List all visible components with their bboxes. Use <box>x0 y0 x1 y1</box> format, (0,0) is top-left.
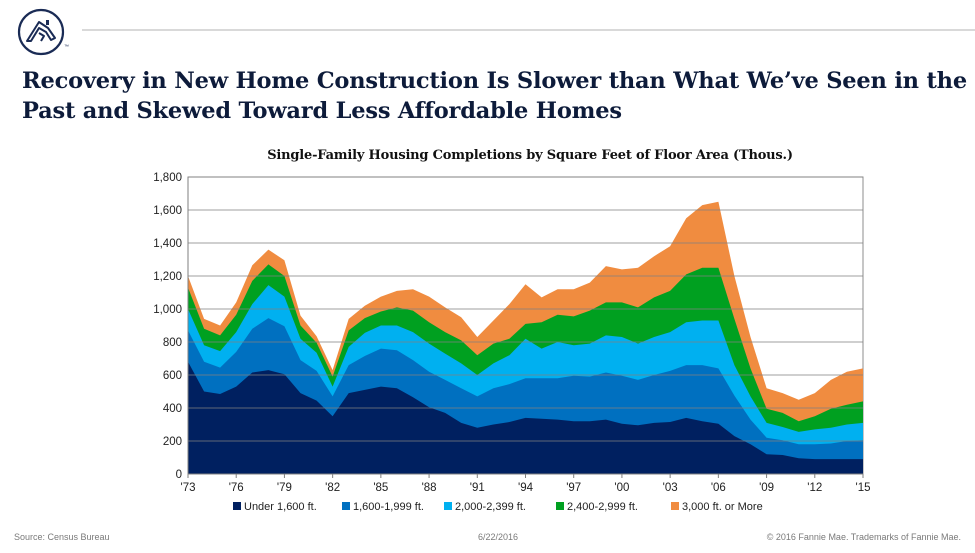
y-tick-label-5: 1,000 <box>153 304 182 316</box>
house-icon <box>26 20 56 42</box>
x-tick-label-8: '97 <box>566 482 581 494</box>
x-tick-label-11: '06 <box>711 482 726 494</box>
legend-swatch-1 <box>342 502 350 510</box>
y-tick-label-4: 800 <box>163 337 182 349</box>
slide-title: Recovery in New Home Construction Is Slo… <box>22 68 967 124</box>
legend-swatch-2 <box>444 502 452 510</box>
legend-swatch-0 <box>233 502 241 510</box>
y-tick-label-3: 600 <box>163 370 182 382</box>
footer-source: Source: Census Bureau <box>14 532 110 542</box>
y-tick-label-0: 0 <box>176 469 182 481</box>
legend-label-4: 3,000 ft. or More <box>682 501 763 513</box>
footer-copyright: © 2016 Fannie Mae. Trademarks of Fannie … <box>766 532 961 542</box>
y-tick-label-8: 1,600 <box>153 205 182 217</box>
footer-date: 6/22/2016 <box>478 532 519 542</box>
x-tick-label-2: '79 <box>277 482 292 494</box>
x-tick-label-6: '91 <box>470 482 485 494</box>
x-tick-label-13: '12 <box>807 482 822 494</box>
x-tick-label-4: '85 <box>373 482 388 494</box>
legend-swatch-3 <box>556 502 564 510</box>
y-tick-label-9: 1,800 <box>153 172 182 184</box>
legend-label-1: 1,600-1,999 ft. <box>353 501 424 513</box>
fannie-mae-logo <box>17 8 65 56</box>
trademark-mark: ™ <box>64 44 69 50</box>
y-tick-label-1: 200 <box>163 436 182 448</box>
x-tick-label-0: '73 <box>181 482 196 494</box>
legend-label-3: 2,400-2,999 ft. <box>567 501 638 513</box>
header-rule <box>82 29 975 31</box>
x-tick-label-10: '03 <box>663 482 678 494</box>
y-tick-label-6: 1,200 <box>153 271 182 283</box>
area-series-0 <box>188 361 863 474</box>
x-tick-label-1: '76 <box>229 482 244 494</box>
x-tick-label-9: '00 <box>614 482 629 494</box>
x-tick-label-12: '09 <box>759 482 774 494</box>
legend-label-0: Under 1,600 ft. <box>244 501 317 513</box>
x-tick-label-5: '88 <box>422 482 437 494</box>
y-tick-label-7: 1,400 <box>153 238 182 250</box>
legend-swatch-4 <box>671 502 679 510</box>
chart-title: Single-Family Housing Completions by Squ… <box>267 148 793 163</box>
legend-label-2: 2,000-2,399 ft. <box>455 501 526 513</box>
y-tick-label-2: 400 <box>163 403 182 415</box>
x-tick-label-14: '15 <box>856 482 871 494</box>
x-tick-label-7: '94 <box>518 482 534 494</box>
x-tick-label-3: '82 <box>325 482 340 494</box>
